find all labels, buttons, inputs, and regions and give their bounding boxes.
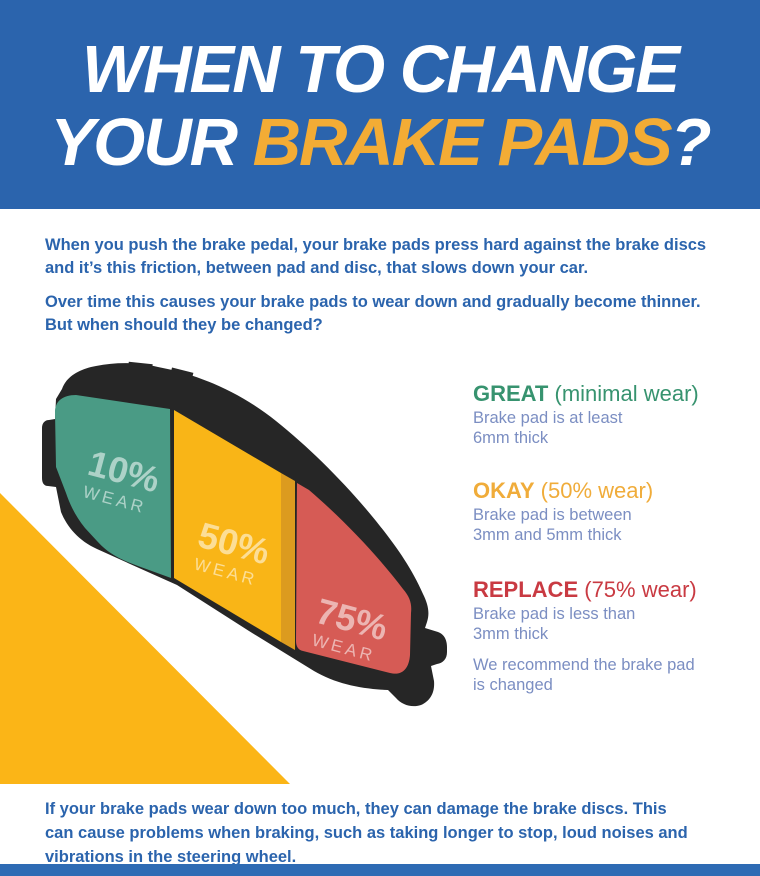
legend-okay-qualifier: (50% wear) (534, 478, 654, 503)
legend-great-line2: 6mm thick (473, 428, 549, 447)
legend-replace-qualifier: (75% wear) (578, 577, 697, 602)
recommendation-note: We recommend the brake pad is changed (473, 655, 753, 695)
footer-text: If your brake pads wear down too much, t… (45, 797, 745, 869)
legend-okay-line1: Brake pad is between (473, 506, 632, 524)
legend-okay-line2: 3mm and 5mm thick (473, 525, 622, 544)
pad-segment-yellow-50 (174, 410, 281, 642)
legend-okay-title: OKAY (50% wear) (473, 478, 753, 503)
headline-line2-question-mark: ? (670, 104, 712, 180)
legend-section-okay: OKAY (50% wear) Brake pad is between 3mm… (473, 478, 753, 545)
legend-great-title-word: GREAT (473, 381, 549, 406)
footer-line3: vibrations in the steering wheel. (45, 848, 297, 866)
note-line2: is changed (473, 676, 553, 694)
legend-section-replace: REPLACE (75% wear) Brake pad is less tha… (473, 577, 753, 644)
legend-great-qualifier: (minimal wear) (548, 381, 699, 406)
note-line1: We recommend the brake pad (473, 656, 695, 674)
bottom-accent-bar (0, 864, 760, 876)
intro-text: When you push the brake pedal, your brak… (45, 234, 745, 348)
legend-okay-body: Brake pad is between 3mm and 5mm thick (473, 506, 753, 545)
pad-segment-green-10 (55, 395, 171, 578)
footer-line2: can cause problems when braking, such as… (45, 824, 688, 842)
legend-replace-line1: Brake pad is less than (473, 605, 636, 623)
intro-paragraph-2: Over time this causes your brake pads to… (45, 291, 745, 336)
legend-section-great: GREAT (minimal wear) Brake pad is at lea… (473, 381, 753, 448)
legend-replace-title: REPLACE (75% wear) (473, 577, 753, 602)
legend-replace-line2: 3mm thick (473, 624, 549, 643)
legend-great-body: Brake pad is at least 6mm thick (473, 409, 753, 448)
headline-line2-accent: BRAKE PADS (252, 104, 673, 180)
intro-p2-line2: But when should they be changed? (45, 315, 323, 334)
intro-paragraph-1: When you push the brake pedal, your brak… (45, 234, 745, 279)
header-banner: WHEN TO CHANGE YOUR BRAKE PADS? (0, 0, 760, 209)
legend-okay-title-word: OKAY (473, 478, 535, 503)
headline-line2-prefix: YOUR (50, 104, 253, 180)
intro-p2-line1: Over time this causes your brake pads to… (45, 293, 701, 311)
headline-line1: WHEN TO CHANGE (81, 31, 680, 107)
legend-great-line1: Brake pad is at least (473, 409, 623, 427)
pad-segment-yellow-side-face (281, 473, 295, 650)
corner-triangle-shape (0, 493, 290, 784)
pad-segment-red-75 (296, 483, 412, 674)
intro-p1-line2: and it’s this friction, between pad and … (45, 258, 589, 277)
legend-replace-body: Brake pad is less than 3mm thick (473, 605, 753, 644)
footer-line1: If your brake pads wear down too much, t… (45, 800, 667, 818)
legend-replace-title-word: REPLACE (473, 577, 579, 602)
legend-great-title: GREAT (minimal wear) (473, 381, 753, 406)
headline-line2: YOUR BRAKE PADS? (50, 104, 712, 180)
intro-p1-line1: When you push the brake pedal, your brak… (45, 236, 707, 254)
